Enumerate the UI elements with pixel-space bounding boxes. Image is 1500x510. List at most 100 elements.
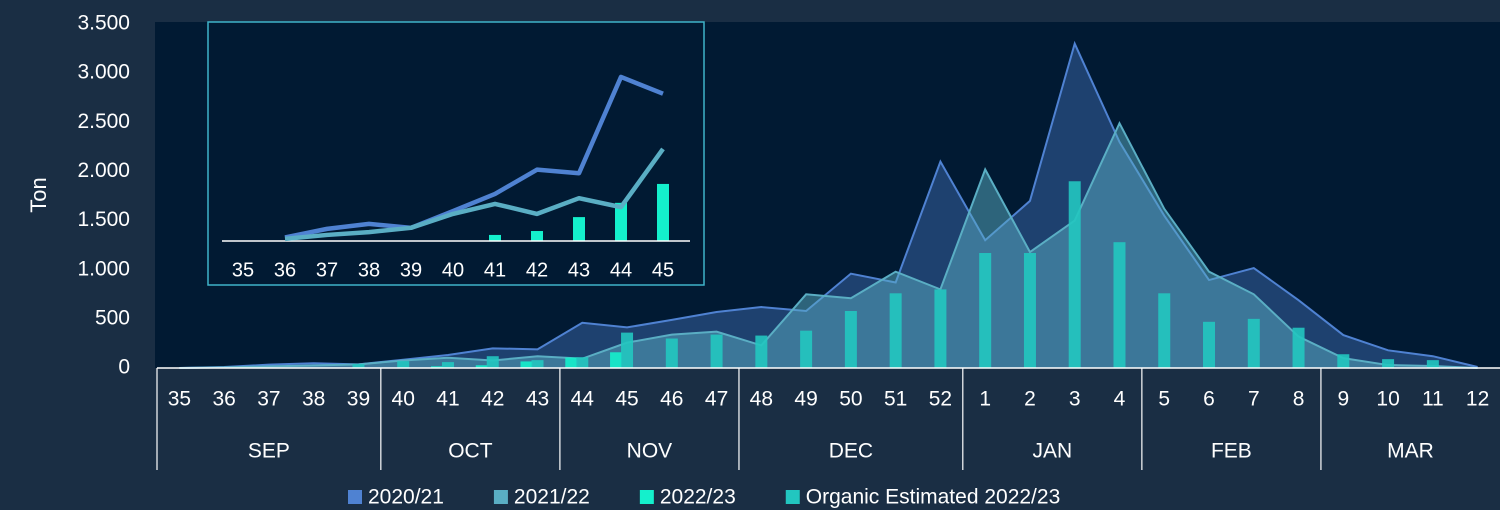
inset-x-tick-label: 40 [442, 259, 464, 281]
bar [430, 366, 443, 368]
x-tick-label: 47 [705, 388, 728, 411]
bar [1068, 181, 1081, 368]
y-tick-label: 500 [95, 306, 130, 329]
bar [475, 365, 488, 368]
bar [1292, 327, 1305, 368]
x-tick-label: 10 [1376, 388, 1399, 411]
month-label: SEP [248, 440, 290, 463]
bar [352, 364, 365, 368]
y-tick-label: 1.500 [77, 208, 130, 231]
bar [665, 338, 678, 368]
bar [710, 334, 723, 368]
x-tick-label: 37 [257, 388, 280, 411]
bar [755, 335, 768, 368]
inset-x-tick-label: 36 [274, 259, 296, 281]
x-tick-label: 38 [302, 388, 325, 411]
inset-bar [489, 234, 501, 241]
inset-line [284, 74, 664, 240]
x-tick-label: 43 [526, 388, 549, 411]
y-tick-label: 0 [118, 356, 130, 379]
legend-swatch [639, 490, 654, 504]
x-tick-label: 48 [750, 388, 773, 411]
y-tick-label: 1.000 [77, 257, 130, 280]
bar [1203, 321, 1216, 368]
bar [1337, 354, 1350, 368]
bar [621, 332, 634, 368]
x-tick-label: 7 [1248, 388, 1260, 411]
x-tick-label: 42 [481, 388, 504, 411]
bar [520, 361, 533, 368]
legend-swatch [785, 490, 800, 504]
bar [565, 357, 578, 368]
inset-x-tick-label: 42 [526, 259, 548, 281]
month-label: FEB [1211, 440, 1252, 463]
x-tick-label: 12 [1466, 388, 1489, 411]
month-label: JAN [1032, 440, 1072, 463]
inset-x-tick-label: 43 [568, 259, 590, 281]
x-tick-label: 8 [1293, 388, 1305, 411]
inset-x-tick-label: 41 [484, 259, 506, 281]
x-tick-label: 11 [1422, 388, 1444, 411]
legend-label: 2020/21 [368, 486, 444, 509]
month-label: MAR [1387, 440, 1434, 463]
y-tick-label: 2.000 [77, 159, 130, 182]
x-tick-label: 41 [436, 388, 459, 411]
bar [610, 352, 623, 368]
area-line [179, 121, 1478, 369]
bar [1113, 242, 1126, 368]
inset-x-tick-label: 38 [358, 259, 380, 281]
month-label: OCT [448, 440, 493, 463]
month-label: DEC [829, 440, 873, 463]
x-tick-label: 9 [1337, 388, 1349, 411]
x-tick-label: 45 [615, 388, 638, 411]
bar [576, 357, 589, 368]
inset-bar [531, 231, 543, 241]
x-tick-label: 39 [347, 388, 370, 411]
y-tick-label: 3.000 [77, 61, 130, 84]
legend-swatch [493, 490, 508, 504]
x-tick-label: 52 [929, 388, 952, 411]
y-tick-label: 2.500 [77, 110, 130, 133]
bar [1382, 359, 1395, 368]
inset-bar [573, 217, 585, 241]
bar [979, 253, 992, 368]
x-tick-label: 49 [794, 388, 817, 411]
x-tick-label: 6 [1203, 388, 1215, 411]
bar [800, 330, 813, 368]
legend-label: 2022/23 [660, 486, 736, 509]
bar [1247, 318, 1260, 368]
bar [889, 293, 902, 368]
inset-line [284, 147, 665, 242]
inset-x-tick-label: 45 [652, 259, 674, 281]
y-axis-label: Ton [26, 177, 51, 212]
bar [1023, 253, 1036, 368]
month-label: NOV [627, 440, 673, 463]
area [179, 123, 1478, 368]
x-tick-label: 4 [1114, 388, 1126, 411]
bar [934, 289, 947, 368]
legend-swatch [348, 490, 362, 504]
inset-x-tick-label: 37 [316, 259, 338, 281]
x-tick-label: 51 [884, 388, 907, 411]
x-tick-label: 46 [660, 388, 683, 411]
inset-frame [207, 21, 705, 286]
legend-label: Organic Estimated 2022/23 [806, 486, 1060, 509]
legend-label: 2021/22 [514, 486, 590, 509]
x-tick-label: 5 [1158, 388, 1170, 411]
bar [1158, 293, 1171, 368]
bar [486, 356, 499, 368]
bar [844, 310, 857, 368]
bar [531, 360, 544, 368]
inset-x-tick-label: 39 [400, 259, 422, 281]
y-tick-label: 3.500 [77, 12, 130, 35]
x-tick-label: 1 [979, 388, 991, 411]
x-tick-label: 50 [839, 388, 862, 411]
x-tick-label: 44 [571, 388, 595, 411]
bar [441, 362, 454, 368]
inset-bar [615, 202, 627, 241]
x-tick-label: 2 [1024, 388, 1036, 411]
x-tick-label: 40 [392, 388, 415, 411]
inset-bar [657, 183, 669, 241]
inset-x-tick-label: 44 [610, 259, 632, 281]
